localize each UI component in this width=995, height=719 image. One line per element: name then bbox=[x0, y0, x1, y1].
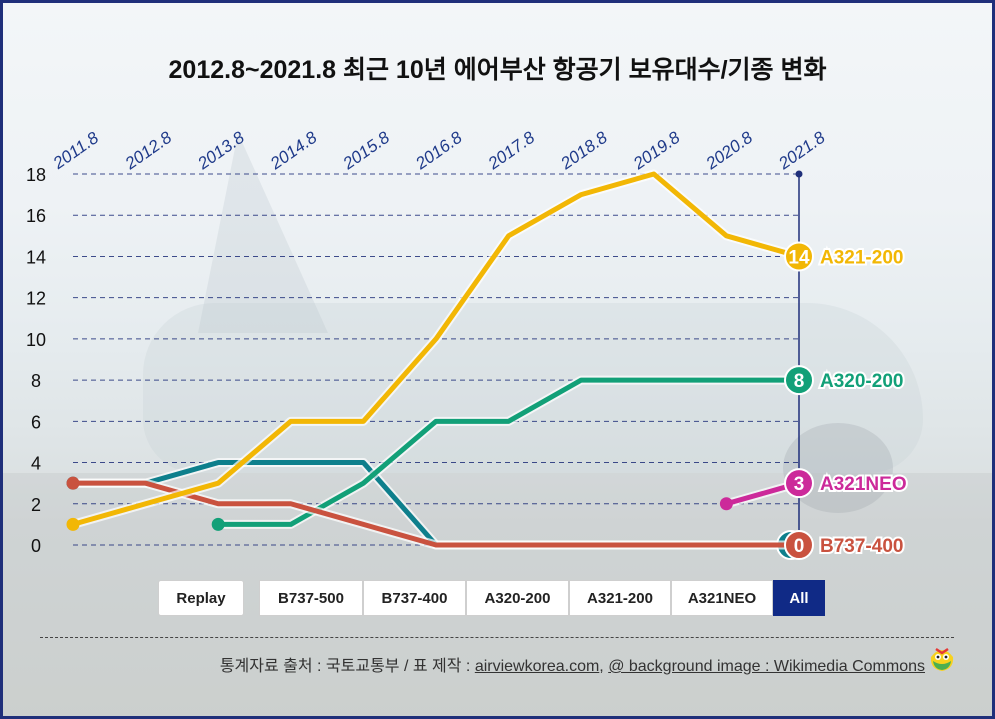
x-tick-label: 2012.8 bbox=[121, 127, 176, 173]
background-photo-engine bbox=[783, 423, 893, 513]
end-value-label: 14 bbox=[788, 247, 810, 268]
x-tick-label: 2014.8 bbox=[266, 127, 321, 173]
filter-button-a321-200[interactable]: A321-200 bbox=[569, 580, 671, 616]
end-value-label: 3 bbox=[794, 474, 805, 495]
series-line-glow bbox=[213, 375, 804, 529]
series-line bbox=[70, 171, 802, 527]
current-year-dot bbox=[795, 170, 803, 178]
series-start-point bbox=[66, 476, 80, 490]
filter-button-all[interactable]: All bbox=[773, 580, 825, 616]
source-credit: 통계자료 출처 : 국토교통부 / 표 제작 : airviewkorea.co… bbox=[220, 652, 925, 676]
x-tick-label: 2013.8 bbox=[193, 127, 248, 173]
end-value-badge bbox=[784, 241, 814, 272]
x-tick-label: 2016.8 bbox=[411, 127, 466, 173]
series-name-label: B737-400 bbox=[820, 536, 903, 557]
y-tick-label: 10 bbox=[26, 330, 46, 350]
divider bbox=[40, 637, 954, 638]
end-value-label: 8 bbox=[794, 371, 805, 392]
x-tick-label: 2019.8 bbox=[629, 127, 684, 173]
mascot-logo-icon bbox=[930, 647, 954, 671]
replay-button[interactable]: Replay bbox=[158, 580, 244, 616]
end-value-label: 0 bbox=[794, 536, 805, 557]
y-tick-label: 16 bbox=[26, 206, 46, 226]
x-tick-label: 2015.8 bbox=[339, 127, 394, 173]
series-a321neo: 3 A321NEO bbox=[719, 468, 909, 511]
x-tick-label: 2020.8 bbox=[702, 127, 757, 173]
series-b737-400: 0 B737-400 bbox=[66, 476, 905, 560]
x-tick-label: 2021.8 bbox=[774, 127, 829, 173]
x-tick-label: 2018.8 bbox=[556, 127, 611, 173]
y-tick-label: 4 bbox=[31, 454, 41, 474]
y-tick-label: 8 bbox=[31, 371, 41, 391]
image-credit-link[interactable]: @ background image : Wikimedia Commons bbox=[608, 658, 925, 675]
filter-button-b737-400[interactable]: B737-400 bbox=[363, 580, 466, 616]
series-name-label: A320-200 bbox=[820, 371, 903, 392]
end-value-badge bbox=[784, 468, 814, 499]
background-photo-tail bbox=[198, 133, 328, 333]
end-value-badge bbox=[784, 530, 814, 560]
chart-title: 2012.8~2021.8 최근 10년 에어부산 항공기 보유대수/기종 변화 bbox=[168, 56, 827, 84]
filter-button-a321neo[interactable]: A321NEO bbox=[671, 580, 773, 616]
filter-button-a320-200[interactable]: A320-200 bbox=[466, 580, 569, 616]
y-tick-label: 0 bbox=[31, 536, 41, 556]
series-start-point bbox=[211, 517, 225, 531]
series-a321-200: 14 A321-200 bbox=[66, 169, 905, 531]
source-site-link[interactable]: airviewkorea.com bbox=[474, 658, 600, 675]
series-name-label: A321NEO bbox=[820, 474, 907, 495]
x-tick-label: 2017.8 bbox=[484, 127, 539, 173]
series-line bbox=[215, 377, 802, 527]
series-start-point bbox=[66, 517, 80, 531]
source-prefix: 통계자료 출처 : 국토교통부 / 표 제작 : bbox=[219, 658, 475, 675]
source-separator: , bbox=[599, 658, 609, 675]
series-line bbox=[70, 480, 802, 548]
y-tick-label: 18 bbox=[26, 165, 46, 185]
end-value-badge bbox=[784, 365, 814, 396]
y-tick-label: 6 bbox=[31, 412, 41, 432]
filter-button-b737-500[interactable]: B737-500 bbox=[259, 580, 363, 616]
series-start-point bbox=[719, 497, 733, 511]
y-tick-label: 2 bbox=[31, 495, 41, 515]
y-tick-label: 14 bbox=[26, 247, 46, 267]
x-tick-label: 2011.8 bbox=[49, 128, 103, 174]
series-name-label: A321-200 bbox=[820, 247, 903, 268]
y-tick-label: 12 bbox=[26, 289, 46, 309]
